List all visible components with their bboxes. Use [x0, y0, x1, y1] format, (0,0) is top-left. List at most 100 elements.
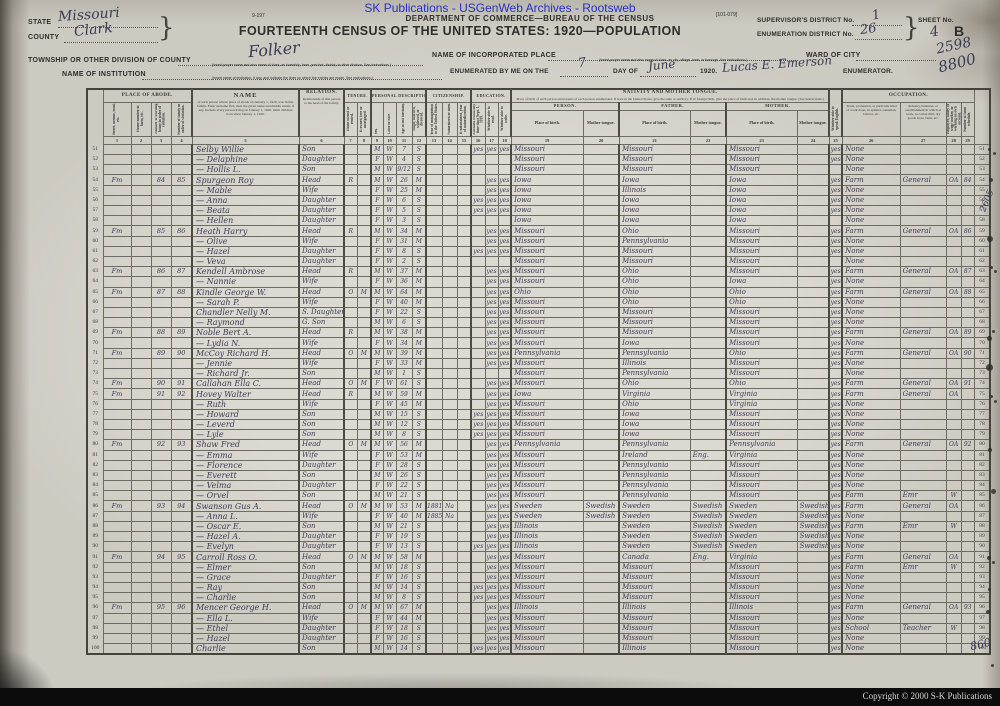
cell-house-number [130, 439, 152, 451]
archive-banner-link[interactable]: SK Publications - USGenWeb Archives - Ro… [364, 1, 636, 15]
cell-line-number-right: 92 [973, 561, 991, 573]
cell-sex: F [370, 622, 384, 634]
cell-house-number [130, 337, 152, 349]
cell-home-owned [343, 429, 358, 441]
cell-home-owned [343, 194, 358, 207]
header-attended-school: Attended school any time since Sept. 1, … [470, 101, 486, 137]
cell-mortgage [356, 561, 372, 573]
cell-father-tongue [689, 490, 727, 502]
cell-attended-school [470, 622, 486, 634]
cell-house-number [130, 317, 152, 329]
cell-employer-class [945, 581, 962, 594]
cell-mother-birthplace: Missouri [725, 235, 798, 247]
cell-speaks-english: yes [828, 296, 843, 308]
cell-able-to-write: yes [497, 622, 512, 634]
cell-mother-tongue [796, 551, 830, 563]
cell-marital: S [411, 571, 427, 583]
cell-family-number [170, 357, 193, 370]
township-line [178, 56, 423, 66]
cell-marital: S [411, 520, 427, 533]
cell-father-tongue [689, 622, 727, 634]
cell-speaks-english: yes [828, 551, 843, 563]
cell-dwelling-number [150, 622, 172, 634]
cell-age: 8 [395, 592, 413, 604]
cell-mother-birthplace: Missouri [725, 612, 798, 624]
cell-street: Fm [102, 388, 132, 400]
enumerator-label: ENUMERATOR. [843, 68, 893, 75]
census-table: PLACE OF ABODE. NAME of each person whos… [86, 88, 992, 656]
cell-mortgage [356, 398, 372, 410]
cell-family-number [170, 429, 193, 441]
cell-house-number [130, 205, 152, 217]
township-label: TOWNSHIP OR OTHER DIVISION OF COUNTY [28, 57, 191, 64]
cell-father-tongue: Eng. [689, 449, 727, 461]
cell-house-number [130, 306, 152, 319]
cell-house-number [130, 388, 152, 400]
header-naturalization-year: If naturalized, year of naturalization. [456, 101, 472, 137]
group-occupation: OCCUPATION. [841, 88, 975, 103]
group-nativity: NATIVITY AND MOTHER TONGUE. Place of bir… [510, 88, 830, 103]
cell-line-number-right: 83 [973, 469, 991, 482]
cell-mortgage [356, 622, 372, 634]
cell-able-to-write [497, 368, 512, 380]
cell-occupation: None [841, 592, 901, 604]
cell-home-owned [343, 612, 358, 624]
cell-line-number: 64 [92, 278, 99, 285]
cell-father-birthplace: Pennsylvania [618, 368, 691, 380]
cell-occupation: None [841, 510, 901, 522]
cell-immigration-year [425, 602, 443, 614]
cell-naturalization-year [456, 357, 472, 370]
cell-relation: Head [298, 602, 345, 614]
cell-house-number [130, 245, 152, 257]
cell-age: 38 [395, 327, 413, 339]
cell-age: 19 [395, 531, 413, 543]
cell-color: W [382, 174, 397, 186]
cell-speaks-english [828, 368, 843, 380]
cell-employer-class: OA [945, 500, 962, 512]
day-line [560, 67, 608, 77]
cell-immigration-year [425, 378, 443, 390]
cell-line-number: 94 [92, 584, 99, 591]
cell-mother-tongue [796, 408, 830, 420]
cell-person-tongue [582, 378, 620, 390]
cell-naturalization-year [456, 459, 472, 471]
cell-name: Carroll Ross O. [191, 551, 300, 563]
header-home-owned: Home owned or rented. [343, 101, 358, 137]
cell-street [102, 643, 132, 655]
cell-color: W [382, 296, 397, 308]
cell-line-number-right: 89 [973, 531, 991, 543]
cell-speaks-english: yes [828, 286, 843, 298]
cell-attended-school [470, 531, 486, 543]
cell-naturalization-year [456, 235, 472, 247]
cell-sex: F [370, 459, 384, 471]
table-row: 63 Fm 86 87 Kendell Ambrose Head R M W 3… [87, 266, 991, 278]
cell-speaks-english: yes [828, 174, 843, 186]
cell-mortgage [356, 235, 372, 247]
cell-attended-school [470, 510, 486, 522]
cell-speaks-english: yes [828, 459, 843, 471]
cell-able-to-write: yes [497, 276, 512, 288]
cell-mother-birthplace: Sweden [725, 510, 798, 522]
cell-home-owned [343, 154, 358, 166]
cell-age: 53 [395, 500, 413, 512]
cell-home-owned: O [343, 286, 358, 298]
cell-family-number: 89 [170, 327, 193, 339]
cell-father-birthplace: Sweden [618, 510, 691, 522]
cell-line-number: 57 [92, 207, 99, 214]
cell-home-owned [343, 184, 358, 196]
cell-father-tongue [689, 225, 727, 237]
cell-house-number [130, 255, 152, 268]
cell-person-tongue [582, 215, 620, 227]
cell-family-number [170, 276, 193, 288]
cell-street [102, 480, 132, 492]
cell-family-number [170, 531, 193, 543]
cell-attended-school: yes [470, 205, 486, 217]
cell-person-tongue [582, 469, 620, 482]
cell-father-tongue [689, 215, 727, 227]
cell-industry [899, 337, 947, 349]
cell-home-owned: R [343, 266, 358, 278]
cell-house-number [130, 551, 152, 563]
cell-naturalized [441, 612, 458, 624]
cell-farm-schedule [960, 154, 975, 166]
cell-relation: Head [298, 347, 345, 359]
